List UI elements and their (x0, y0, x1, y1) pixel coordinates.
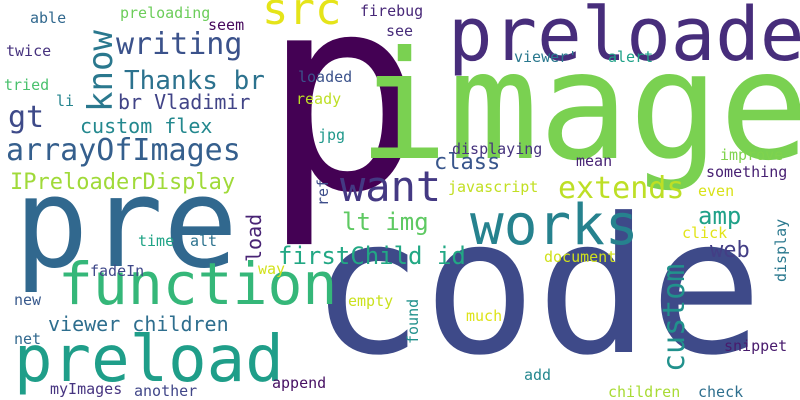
word-preloader: preloader (448, 0, 800, 78)
word-Thanks-br: Thanks br (124, 66, 265, 96)
word-document: document (544, 248, 617, 266)
word-alert: alert (608, 48, 654, 66)
word-works: works (470, 193, 639, 258)
word-alt: alt (190, 232, 218, 250)
word-function: function (58, 250, 338, 318)
word-lt-img: lt img (342, 208, 429, 236)
word-check: check (698, 383, 744, 400)
word-append: append (272, 374, 327, 392)
word-want: want (340, 162, 442, 211)
word-display: display (772, 218, 790, 282)
word-click: click (682, 224, 728, 242)
word-ready: ready (296, 90, 342, 108)
word-IPreloaderDisplay: IPreloaderDisplay (10, 170, 236, 195)
word-empty: empty (348, 292, 394, 310)
word-even: even (698, 182, 735, 200)
word-much: much (466, 307, 503, 325)
word-writing: writing (116, 27, 243, 62)
word-viewer-children: viewer children (48, 312, 229, 336)
word-see: see (386, 22, 414, 40)
word-custom-flex: custom flex (80, 114, 213, 138)
word-image: image (358, 20, 800, 194)
word-tried: tried (4, 76, 50, 94)
word-amp: amp (698, 202, 742, 230)
word-javascript: javascript (448, 178, 539, 196)
word-displaying: displaying (452, 140, 543, 158)
word-myImages: myImages (50, 380, 123, 398)
word-found: found (404, 298, 422, 344)
word-time: time (138, 232, 175, 250)
word-p: p (262, 0, 425, 252)
word-viewer-apos: viewer' (514, 48, 578, 66)
word-preload: preload (14, 323, 284, 397)
word-extends: extends (558, 171, 685, 206)
word-another: another (134, 382, 198, 400)
word-arrayOfImages: arrayOfImages (6, 133, 241, 168)
word-web: web (710, 238, 750, 263)
word-seem: seem (208, 16, 245, 34)
word-load: load (242, 213, 266, 262)
word-preloading: preloading (120, 4, 211, 22)
word-custom: custom (657, 263, 692, 372)
word-class: class (434, 150, 501, 175)
word-gt: gt (8, 100, 45, 135)
word-way: way (258, 260, 286, 278)
word-know: know (81, 30, 121, 112)
word-br-Vladimir: br Vladimir (118, 90, 251, 114)
word-add: add (524, 366, 552, 384)
word-snippet: snippet (724, 337, 788, 355)
word-something: something (706, 163, 788, 181)
word-pre: pre (14, 152, 238, 296)
word-net: net (14, 330, 42, 348)
word-children: children (608, 383, 681, 400)
word-able: able (30, 9, 67, 27)
word-ref: ref (314, 178, 332, 206)
word-improve: improve (720, 146, 784, 164)
word-fadeIn: fadeIn (90, 262, 145, 280)
word-loaded: loaded (298, 68, 353, 86)
word-code: code (310, 178, 763, 397)
word-firebug: firebug (360, 2, 424, 20)
word-firstChild-id: firstChild id (278, 242, 466, 270)
word-li: li (56, 92, 75, 110)
word-mean: mean (576, 152, 613, 170)
word-new: new (14, 291, 42, 309)
word-src: src (262, 0, 342, 35)
word-jpg: jpg (318, 126, 346, 144)
word-twice: twice (6, 42, 52, 60)
